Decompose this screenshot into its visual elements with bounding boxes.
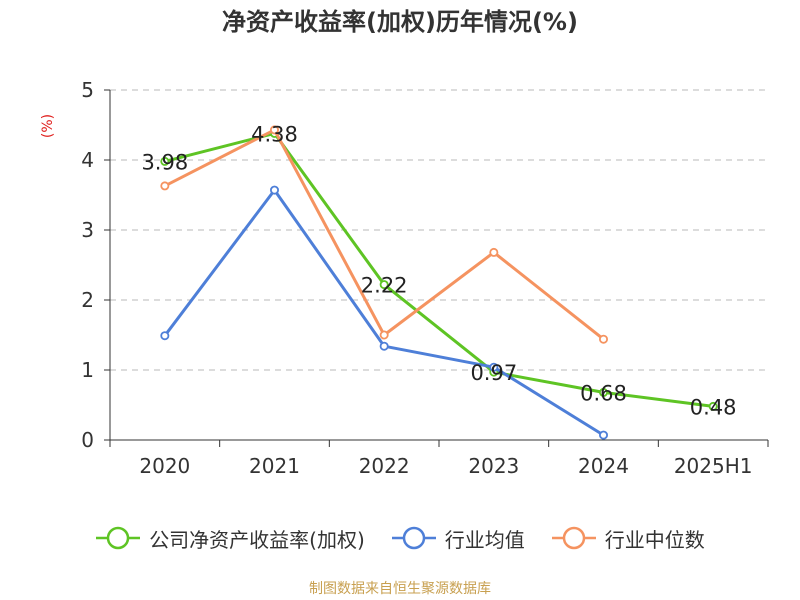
data-point	[489, 247, 499, 257]
data-point	[379, 330, 389, 340]
x-tick-label: 2024	[578, 454, 629, 478]
x-tick-label: 2023	[468, 454, 519, 478]
legend-swatch-icon	[551, 526, 596, 550]
legend-label: 行业均值	[444, 527, 525, 552]
legend-label: 公司净资产收益率(加权)	[149, 527, 365, 552]
series-line	[164, 128, 605, 341]
y-tick-label: 4	[81, 148, 94, 172]
data-point	[269, 125, 279, 135]
y-axis-label: (%)	[40, 114, 56, 138]
data-point	[160, 331, 170, 341]
data-label: 2.22	[361, 274, 408, 298]
legend-item[interactable]: 公司净资产收益率(加权)	[95, 524, 365, 553]
data-point	[489, 362, 499, 372]
data-point	[599, 430, 609, 440]
x-tick-label: 2021	[249, 454, 300, 478]
x-tick-label: 2022	[359, 454, 410, 478]
x-tick-label: 2025H1	[674, 454, 753, 478]
y-tick-label: 0	[81, 428, 94, 452]
data-point	[708, 401, 718, 411]
data-point	[379, 280, 389, 290]
data-label-layer: 3.98 4.38 2.22 0.97 0.68 0.48	[141, 122, 736, 419]
data-point	[599, 387, 609, 397]
y-tick-label: 3	[81, 218, 94, 242]
legend-label: 行业中位数	[604, 527, 705, 552]
data-point	[269, 185, 279, 195]
data-label: 3.98	[141, 150, 188, 174]
y-tick-label: 1	[81, 358, 94, 382]
y-tick-label: 5	[81, 78, 94, 102]
data-point	[160, 156, 170, 166]
legend-item[interactable]: 行业中位数	[551, 524, 705, 553]
data-label: 0.97	[470, 361, 517, 385]
axis-layer: 0 1 2 3 4 5 2020 2021 2022 2023 2024 2025H1	[81, 78, 769, 478]
series-layer	[160, 125, 718, 440]
data-label: 0.48	[690, 395, 737, 419]
data-point	[160, 181, 170, 191]
chart-title: 净资产收益率(加权)历年情况(%)	[222, 8, 578, 36]
legend-swatch-icon	[391, 526, 436, 550]
series-line	[163, 188, 605, 437]
data-point	[599, 334, 609, 344]
data-label: 0.68	[580, 381, 627, 405]
legend-swatch-icon	[96, 526, 141, 550]
data-label: 4.38	[251, 122, 298, 146]
data-point	[379, 341, 389, 351]
legend: 公司净资产收益率(加权) 行业均值 行业中位数	[0, 518, 800, 558]
legend-item[interactable]: 行业均值	[391, 524, 525, 553]
y-tick-label: 2	[81, 288, 94, 312]
source-note: 制图数据来自恒生聚源数据库	[309, 581, 491, 597]
series-line	[164, 131, 714, 408]
x-tick-label: 2020	[139, 454, 190, 478]
